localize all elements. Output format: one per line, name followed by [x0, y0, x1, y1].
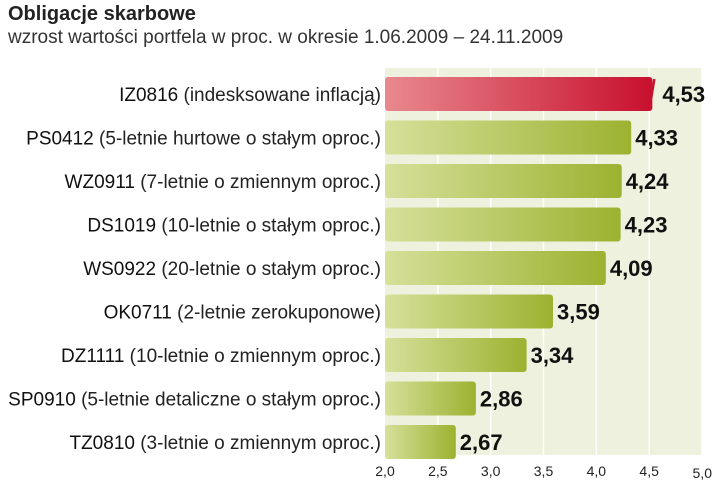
bar-OK0711: [385, 294, 554, 329]
bar-DZ1111: [385, 338, 527, 372]
category-code: WS0922: [83, 259, 161, 280]
category-description: (2-letnie zerokuponowe): [177, 303, 381, 324]
category-label-5: OK0711 (2-letnie zerokuponowe): [104, 303, 381, 324]
category-description: (indesksowane inflacją): [184, 85, 382, 106]
value-label-6: 3,34: [531, 343, 575, 368]
category-label-6: DZ1111 (10-letnie o zmiennym oproc.): [61, 346, 381, 367]
value-label-1: 4,33: [635, 126, 678, 151]
category-label-0: IZ0816 (indesksowane inflacją): [119, 85, 381, 106]
bar-TZ0810: [385, 425, 456, 459]
x-tick-label-2: 3,0: [481, 463, 501, 479]
bar-WS0922: [385, 251, 606, 285]
value-label-2: 4,24: [626, 169, 670, 194]
category-description: (10-letnie o zmiennym oproc.): [130, 346, 381, 367]
bar-SP0910: [385, 381, 476, 416]
x-tick-label-0: 2,0: [375, 463, 395, 479]
category-label-7: SP0910 (5-letnie detaliczne o stałym opr…: [8, 390, 381, 411]
value-label-5: 3,59: [557, 300, 600, 325]
bar-IZ0816: [385, 77, 653, 111]
category-code: WZ0911: [65, 172, 141, 193]
x-tick-label-6: 5,0: [693, 465, 713, 481]
category-code: TZ0810: [69, 433, 140, 454]
bar-DS1019: [385, 207, 621, 242]
category-description: (5-letnie hurtowe o stałym oproc.): [99, 129, 381, 150]
category-code: DZ1111: [61, 346, 130, 367]
category-code: SP0910: [8, 390, 81, 411]
category-description: (7-letnie o zmiennym oproc.): [140, 172, 381, 193]
value-label-8: 2,67: [460, 430, 503, 455]
category-code: DS1019: [87, 216, 161, 237]
category-code: OK0711: [104, 303, 178, 324]
chart-title: Obligacje skarbowe: [8, 3, 196, 25]
category-code: IZ0816: [119, 85, 183, 106]
value-label-0: 4,53: [662, 82, 705, 107]
x-tick-label-5: 4,5: [639, 463, 659, 479]
category-label-1: PS0412 (5-letnie hurtowe o stałym oproc.…: [26, 129, 381, 150]
chart-subtitle: wzrost wartości portfela w proc. w okres…: [8, 27, 564, 48]
category-description: (10-letnie o stałym oproc.): [161, 216, 381, 237]
value-label-4: 4,09: [610, 256, 653, 281]
value-label-3: 4,23: [625, 213, 668, 238]
category-label-8: TZ0810 (3-letnie o zmiennym oproc.): [69, 433, 381, 454]
category-description: (3-letnie o zmiennym oproc.): [140, 433, 381, 454]
x-tick-label-4: 4,0: [587, 463, 607, 479]
category-label-3: DS1019 (10-letnie o stałym oproc.): [87, 216, 381, 237]
value-label-7: 2,86: [480, 387, 523, 412]
category-label-4: WS0922 (20-letnie o stałym oproc.): [83, 259, 381, 280]
category-code: PS0412: [26, 129, 99, 150]
x-tick-label-3: 3,5: [534, 463, 554, 479]
highlight-marker: [648, 78, 656, 110]
category-description: (20-letnie o stałym oproc.): [161, 259, 381, 280]
x-tick-label-1: 2,5: [428, 463, 448, 479]
category-label-2: WZ0911 (7-letnie o zmiennym oproc.): [65, 172, 381, 193]
category-description: (5-letnie detaliczne o stałym oproc.): [81, 390, 381, 411]
bar-WZ0911: [385, 164, 622, 198]
bar-PS0412: [385, 120, 632, 155]
